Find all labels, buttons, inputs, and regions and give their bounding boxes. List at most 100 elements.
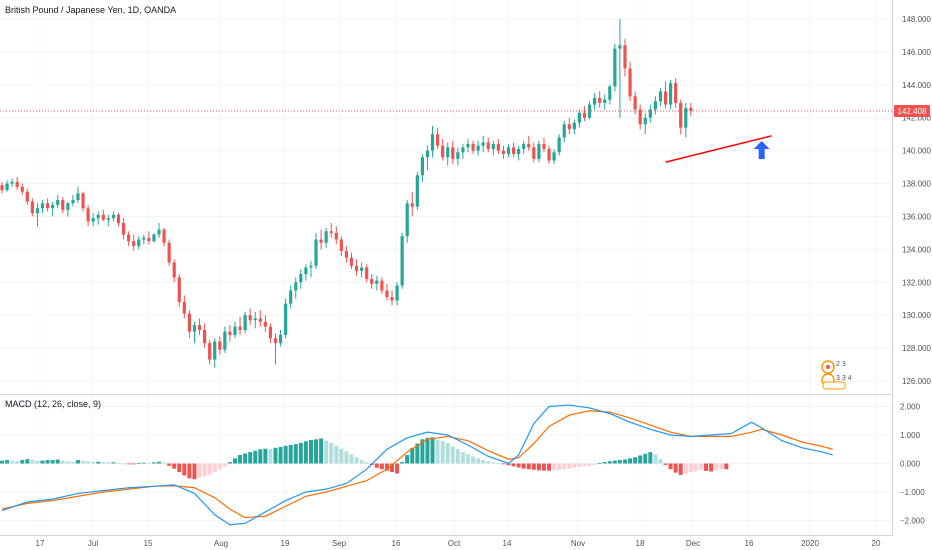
- candle: [552, 148, 556, 164]
- candle: [61, 196, 65, 214]
- candle: [613, 43, 617, 92]
- macd-histogram-bar: [663, 463, 668, 465]
- candle-body: [658, 91, 663, 102]
- candle: [248, 308, 252, 326]
- candle-body: [127, 234, 131, 242]
- candle: [218, 336, 222, 355]
- candle-body: [598, 97, 602, 103]
- macd-histogram-bar: [45, 460, 50, 464]
- macd-histogram-bar: [131, 463, 136, 465]
- time-axis[interactable]: 17 Jul 15 Aug 19 Sep 16 Oct 14 Nov 18 Dec 16 2020 20: [36, 539, 881, 548]
- macd-histogram-bar: [526, 463, 531, 470]
- pattern-logo: 2 3 3 3 4: [821, 360, 852, 390]
- macd-histogram-bar: [673, 463, 678, 473]
- macd-histogram-bar: [374, 463, 379, 468]
- macd-histogram-bar: [283, 445, 288, 464]
- macd-histogram-bar: [60, 460, 65, 464]
- candle: [360, 262, 364, 278]
- candle: [527, 135, 531, 151]
- price-pane[interactable]: [0, 19, 892, 368]
- macd-histogram-bar: [410, 447, 415, 464]
- macd-histogram-bar: [435, 439, 440, 464]
- macd-histogram-bar: [263, 448, 268, 464]
- candle: [476, 140, 480, 156]
- macd-histogram-bar: [298, 442, 303, 464]
- macd-histogram-bar: [390, 463, 395, 473]
- price-axis[interactable]: 126.000 128.000 130.000 132.000 134.000 136.0…: [902, 15, 931, 386]
- candle-body: [501, 150, 506, 154]
- macd-pane[interactable]: [0, 404, 833, 526]
- candle-body: [56, 200, 60, 205]
- macd-tick-label: −2.000: [900, 517, 925, 526]
- macd-histogram-bar: [511, 463, 516, 467]
- macd-histogram-bar: [344, 451, 349, 464]
- candle-body: [684, 107, 688, 128]
- candle-body: [451, 147, 455, 159]
- candle-body: [45, 203, 50, 209]
- candle: [517, 145, 521, 161]
- candle: [192, 321, 197, 344]
- candle-body: [603, 99, 607, 103]
- candle: [365, 264, 369, 283]
- candle-body: [481, 142, 485, 146]
- candle: [111, 211, 116, 222]
- candle: [481, 135, 485, 153]
- candle-body: [25, 191, 29, 202]
- candle-body: [349, 257, 354, 266]
- candle-body: [5, 183, 9, 191]
- macd-histogram-bar: [496, 462, 501, 464]
- candle-body: [511, 147, 516, 154]
- candle-body: [633, 96, 637, 110]
- candle: [522, 140, 526, 154]
- candle: [471, 140, 475, 154]
- candle: [324, 227, 328, 248]
- candle-body: [522, 144, 526, 149]
- macd-histogram-bar: [440, 440, 445, 464]
- candle: [45, 198, 50, 212]
- candle: [537, 140, 541, 163]
- candle-body: [152, 234, 156, 242]
- candle: [66, 201, 70, 217]
- macd-histogram-bar: [688, 463, 693, 473]
- price-tick-label: 136.000: [902, 212, 931, 221]
- macd-histogram-bar: [253, 450, 258, 464]
- candle-body: [395, 285, 399, 301]
- candle: [35, 203, 40, 227]
- macd-histogram-bar: [384, 463, 389, 471]
- support-trendline: [665, 135, 772, 163]
- macd-histogram-bar: [222, 463, 227, 467]
- macd-axis[interactable]: 2.000 1.000 0.000 −1.000 −2.000: [900, 403, 925, 526]
- macd-histogram-bar: [678, 463, 683, 475]
- macd-histogram-bar: [481, 460, 486, 464]
- candle: [253, 311, 257, 329]
- candle-body: [304, 267, 308, 275]
- candle: [395, 282, 399, 306]
- macd-histogram-bar: [536, 463, 541, 471]
- candle-body: [91, 218, 95, 222]
- candle: [339, 236, 343, 256]
- candle-body: [197, 325, 202, 330]
- candle-body: [182, 302, 186, 314]
- candle: [435, 127, 440, 149]
- candle-body: [273, 338, 278, 344]
- macd-histogram-bar: [334, 445, 339, 464]
- macd-histogram-bar: [420, 439, 425, 464]
- candle-body: [137, 239, 141, 247]
- candle-body: [456, 152, 460, 159]
- candle-body: [653, 101, 657, 110]
- candle: [623, 38, 627, 77]
- candle-body: [233, 326, 237, 335]
- candle-body: [162, 229, 166, 243]
- candle: [603, 94, 607, 110]
- macd-histogram-bar: [683, 463, 688, 474]
- price-axis-bg: [893, 0, 932, 550]
- candle-body: [172, 262, 176, 278]
- candle-body: [319, 239, 323, 243]
- candle-body: [203, 329, 207, 344]
- candle: [147, 231, 151, 245]
- candle: [689, 102, 693, 117]
- macd-histogram-bar: [395, 463, 400, 474]
- price-tick-label: 148.000: [902, 15, 931, 24]
- time-tick-label: 18: [636, 539, 645, 548]
